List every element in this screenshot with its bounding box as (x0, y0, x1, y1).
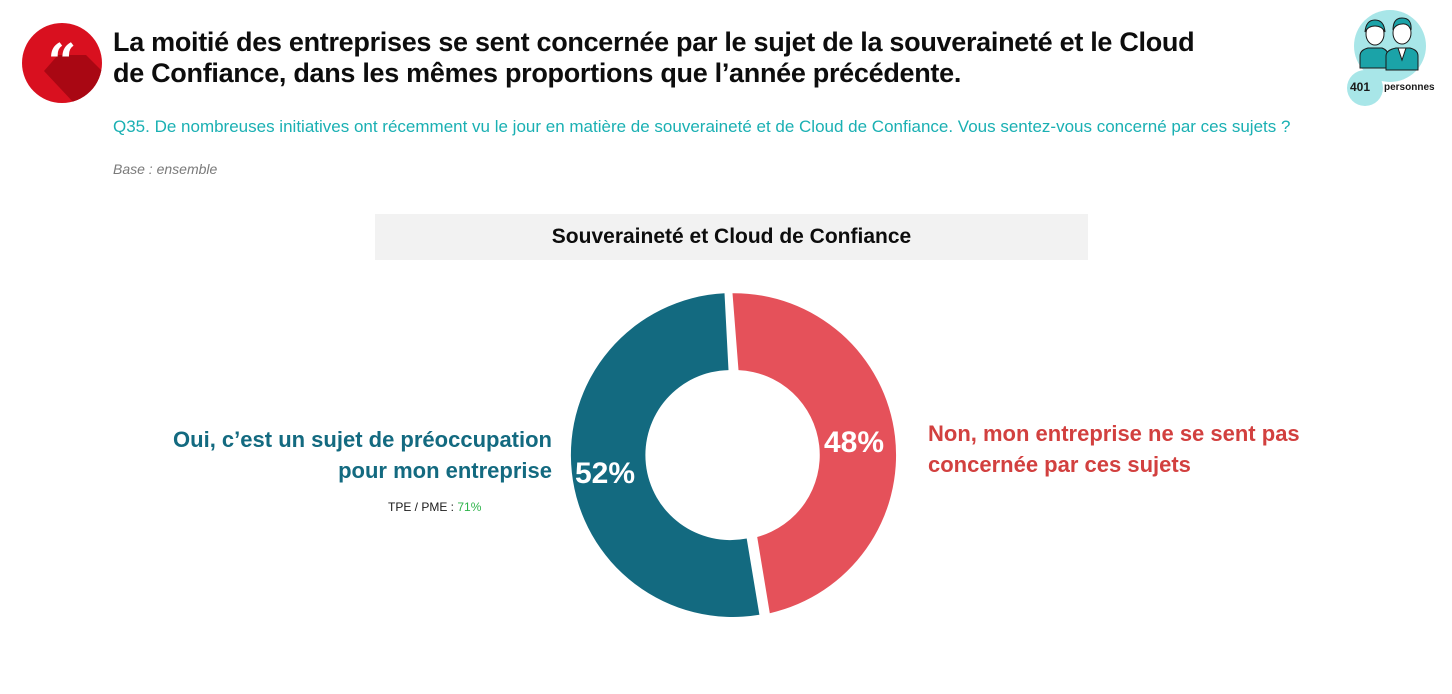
question-text: Q35. De nombreuses initiatives ont récem… (113, 117, 1291, 136)
legend-no-line-1: Non, mon entreprise ne se sent pas (928, 421, 1300, 446)
headline-line-2: de Confiance, dans les mêmes proportions… (113, 58, 962, 88)
no-percentage: 48% (824, 426, 884, 459)
chart-title-box: Souveraineté et Cloud de Confiance (375, 214, 1088, 260)
headline: La moitié des entreprises se sent concer… (113, 27, 1313, 89)
tpe-pme-label: TPE / PME : (388, 500, 458, 514)
headline-line-1: La moitié des entreprises se sent concer… (113, 27, 1195, 57)
respondent-label: personnes (1384, 82, 1435, 93)
chart-title: Souveraineté et Cloud de Confiance (551, 225, 912, 248)
people-icon (1347, 10, 1426, 106)
respondent-count: 401 (1350, 80, 1371, 94)
tpe-pme-annotation: TPE / PME : 71% (388, 500, 481, 514)
base-note: Base : ensemble (113, 161, 218, 177)
legend-yes-line-1: Oui, c’est un sujet de préoccupation (173, 427, 552, 452)
donut-segment-yes (570, 293, 760, 617)
quote-icon: “ (22, 23, 102, 103)
legend-no: Non, mon entreprise ne se sent pas conce… (928, 418, 1408, 480)
legend-yes: Oui, c’est un sujet de préoccupation pou… (100, 424, 552, 486)
legend-yes-line-2: pour mon entreprise (338, 458, 552, 483)
tpe-pme-value: 71% (457, 500, 482, 514)
donut-chart: 52% 48% (570, 293, 897, 617)
legend-no-line-2: concernée par ces sujets (928, 452, 1191, 477)
svg-text:“: “ (48, 32, 77, 91)
donut-segment-no (732, 293, 897, 614)
yes-percentage: 52% (575, 457, 635, 490)
